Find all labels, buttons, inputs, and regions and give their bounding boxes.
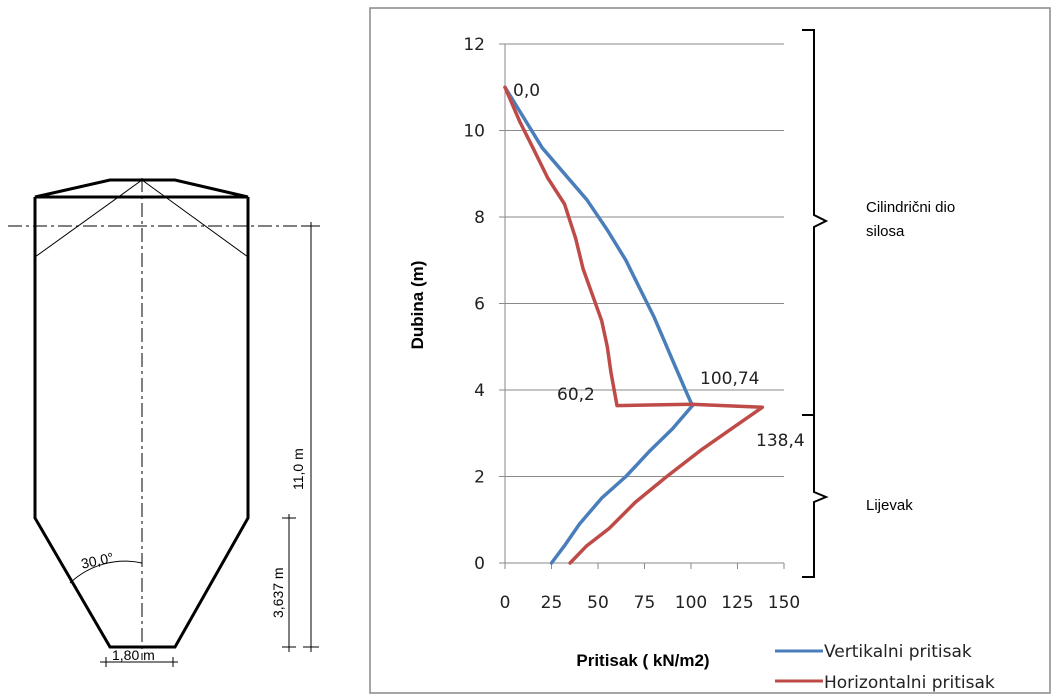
angle-arc — [69, 560, 143, 584]
hopper-dim-label: 3,637 m — [270, 567, 286, 618]
legend: Vertikalni pritisak Horizontalni pritisa… — [775, 642, 995, 693]
y-tick-label: 10 — [463, 122, 485, 142]
y-tick-label: 6 — [474, 295, 485, 315]
axes — [499, 43, 785, 569]
legend-label-vertical: Vertikalni pritisak — [824, 642, 972, 662]
y-tick-labels: 0 2 4 6 8 10 12 — [463, 35, 485, 574]
annotation-60-2: 60,2 — [557, 385, 595, 405]
series-lines — [503, 85, 765, 565]
x-tick-labels: 0 25 50 75 100 125 150 — [500, 593, 801, 613]
x-tick-label: 25 — [541, 593, 563, 613]
bracket-label-hopper: Lijevak — [866, 497, 913, 514]
silo-body — [33, 197, 250, 649]
grid — [505, 43, 784, 477]
x-tick-label: 0 — [500, 593, 511, 613]
roof-diagonal-right — [141, 179, 249, 258]
height-dim-label: 11,0 m — [290, 448, 306, 490]
bracket-hopper — [802, 414, 829, 578]
series-line-horizontal — [503, 85, 765, 565]
y-axis-title: Dubina (m) — [408, 261, 427, 350]
annotation-origin: 0,0 — [513, 81, 540, 101]
x-tick-label: 100 — [675, 593, 707, 613]
bracket-label-cylinder-line2: silosa — [866, 223, 905, 240]
y-tick-label: 4 — [474, 381, 485, 401]
x-tick-label: 150 — [768, 593, 800, 613]
y-tick-label: 12 — [463, 35, 485, 55]
x-tick-label: 125 — [721, 593, 753, 613]
chart-frame — [369, 7, 1051, 694]
silo-drawing: 30,0° 1,80 m 11,0 m 3,637 m — [8, 178, 320, 667]
y-tick-label: 2 — [474, 468, 485, 488]
angle-label: 30,0° — [80, 549, 115, 571]
x-tick-label: 75 — [634, 593, 656, 613]
x-tick-label: 50 — [587, 593, 609, 613]
roof-diagonal-left — [34, 179, 143, 258]
annotation-100-74: 100,74 — [700, 369, 759, 389]
y-tick-label: 8 — [474, 208, 485, 228]
series-line-vertical — [503, 85, 695, 565]
bracket-label-cylinder-line1: Cilindrični dio — [866, 199, 955, 216]
x-axis-title: Pritisak ( kN/m2) — [576, 651, 709, 670]
bracket-cylinder — [802, 29, 829, 416]
outlet-dim-label: 1,80 m — [112, 647, 155, 663]
y-tick-label: 0 — [474, 554, 485, 574]
annotation-138-4: 138,4 — [756, 431, 805, 451]
legend-label-horizontal: Horizontalni pritisak — [824, 673, 995, 693]
